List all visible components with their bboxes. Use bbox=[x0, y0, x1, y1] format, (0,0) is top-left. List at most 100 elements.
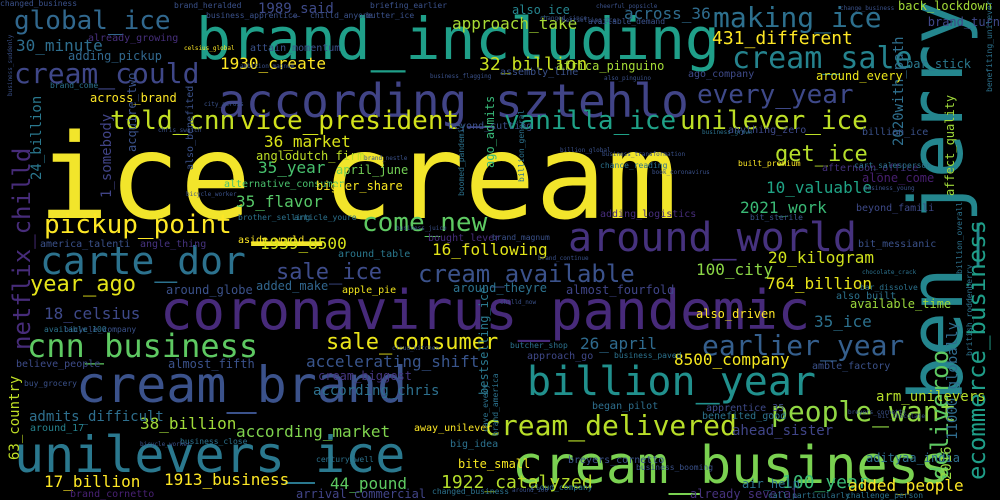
cloud-word: bicycle_company bbox=[64, 325, 137, 334]
cloud-word: big_idea bbox=[450, 439, 499, 450]
cloud-word: 36_market bbox=[264, 132, 351, 151]
cloud-word: call_particularly bbox=[768, 491, 850, 500]
cloud-word: business_juice bbox=[396, 225, 447, 232]
cloud-word: 35_year bbox=[258, 158, 326, 177]
cloud-word: 11000_globally bbox=[945, 321, 961, 440]
cloud-word: accelerating_shift bbox=[306, 352, 480, 371]
cloud-word: admits_difficult bbox=[29, 409, 164, 425]
cloud-word: 30_minute bbox=[16, 36, 103, 55]
cloud-word: alone_come bbox=[862, 171, 935, 185]
cloud-word: apple_pie bbox=[342, 285, 397, 296]
cloud-word: billion_ice bbox=[862, 127, 929, 138]
cloud-word: aside_world bbox=[238, 235, 305, 246]
cloud-word: 1939_8500 bbox=[260, 234, 347, 253]
cloud-word: 32_billion bbox=[479, 54, 588, 75]
cloud-word: cream_brand bbox=[76, 356, 408, 414]
cloud-word: anything_zero bbox=[728, 125, 807, 136]
cloud-word: business_paved bbox=[614, 351, 682, 360]
cloud-word: 16_following bbox=[432, 240, 548, 259]
cloud-word: chilld_anyone bbox=[310, 11, 373, 20]
cloud-word: brand_turn bbox=[927, 15, 1000, 29]
cloud-word: every_year bbox=[697, 80, 854, 110]
cloud-word: change_business bbox=[840, 5, 895, 12]
cloud-word: bar_dissolve bbox=[860, 283, 918, 292]
cloud-word: also_ice bbox=[512, 3, 570, 17]
cloud-word: affect_quality bbox=[943, 94, 957, 196]
cloud-word: 8500_company bbox=[674, 350, 790, 369]
cloud-word: making_ice bbox=[713, 1, 882, 34]
cloud-word: changed_business bbox=[432, 487, 510, 496]
cloud-word: changed_business bbox=[0, 0, 78, 8]
cloud-word: anglodutch_firm bbox=[256, 149, 365, 163]
cloud-word: brand_continue bbox=[538, 255, 589, 262]
cloud-word: boomed_pandemic bbox=[457, 123, 466, 196]
cloud-word: bit_sterile bbox=[750, 213, 803, 222]
cloud-word: celsius_global bbox=[184, 45, 235, 52]
cloud-word: breyers_cornetto bbox=[848, 409, 906, 416]
cloud-word: added_make bbox=[256, 279, 329, 293]
cloud-word: 1989_said bbox=[258, 1, 334, 17]
cloud-word: amble_factory bbox=[812, 361, 891, 372]
cloud-word: buy_grocery bbox=[24, 379, 77, 388]
cloud-word: bicycle_worker bbox=[186, 191, 237, 198]
cloud-word: changed_since bbox=[540, 15, 587, 22]
cloud-word: pickup_point bbox=[44, 210, 232, 240]
cloud-word: bit_messianic bbox=[858, 239, 937, 250]
cloud-word: already_several bbox=[690, 487, 799, 500]
cloud-word: billion_global bbox=[560, 147, 611, 154]
cloud-word: unilevers_ice bbox=[14, 426, 406, 484]
cloud-word: 764_billion bbox=[766, 274, 872, 293]
cloud-word: across_36 bbox=[624, 4, 711, 23]
cloud-word: 63_country bbox=[7, 375, 23, 460]
cloud-word: chris_switch bbox=[158, 127, 202, 134]
cloud-word: available_demand bbox=[588, 17, 666, 26]
cloud-word: cream_available bbox=[418, 260, 635, 288]
cloud-word: bit_chocolate bbox=[878, 413, 925, 420]
cloud-word: bestselling_ice bbox=[477, 286, 491, 395]
cloud-word: brand_magnum bbox=[492, 233, 550, 242]
cloud-word: carte_dor bbox=[40, 239, 246, 283]
cloud-word: added_people bbox=[848, 476, 964, 495]
cloud-word: bar_stick bbox=[906, 57, 972, 71]
cloud-word: people_want bbox=[771, 395, 957, 428]
cloud-word: available_100 bbox=[44, 325, 107, 334]
cloud-word: bigger_share bbox=[316, 179, 403, 193]
cloud-word: 26_april bbox=[580, 334, 658, 353]
cloud-word: also_pinguino bbox=[604, 75, 651, 82]
cloud-word: article_youre bbox=[294, 213, 357, 222]
cloud-word: ambition_magnum bbox=[240, 63, 295, 70]
cloud-word: ahead_sister bbox=[732, 423, 834, 439]
cloud-word: vanilla_ice bbox=[504, 106, 677, 136]
cloud-word: ice_cream bbox=[38, 108, 678, 246]
cloud-word: 431_different bbox=[712, 28, 853, 49]
cloud-word: business_suddenly bbox=[7, 34, 14, 96]
cloud-word: british_roddenberry bbox=[965, 264, 974, 356]
cloud-word: began_pilot bbox=[592, 401, 659, 412]
cloud-word: afternoon_office bbox=[822, 163, 919, 174]
cloud-word: breyers_cornetto bbox=[568, 455, 665, 466]
cloud-word: earlier_year bbox=[702, 329, 905, 362]
cloud-word: butcher_shop bbox=[510, 341, 568, 350]
cloud-word: alternative_consumer bbox=[224, 179, 345, 190]
cloud-word: century_well bbox=[316, 455, 374, 464]
cloud-word: sale_consumer bbox=[326, 330, 499, 355]
cloud-word: away_unilever bbox=[414, 423, 493, 434]
cloud-word: 35_ice bbox=[814, 312, 872, 331]
cloud-word: cnn_business bbox=[27, 327, 259, 365]
cloud-word: brand_america bbox=[491, 373, 500, 436]
cloud-word: global_ice bbox=[14, 6, 171, 36]
cloud-word: america_talenti bbox=[40, 239, 131, 250]
cloud-word: available_time bbox=[850, 297, 952, 311]
cloud-word: chocolate_crack bbox=[862, 269, 917, 276]
cloud-word: 2021_work bbox=[740, 198, 827, 217]
cloud-word: unilever_ice bbox=[680, 106, 868, 136]
cloud-word: 10_valuable bbox=[766, 178, 872, 197]
cloud-word: bicycle_worker bbox=[140, 441, 191, 448]
cloud-word: chilld_now bbox=[500, 299, 537, 306]
cloud-word: arm_unilevers bbox=[876, 389, 986, 405]
cloud-word: brand_nestle bbox=[364, 155, 408, 162]
cloud-word: cream_delivered bbox=[484, 409, 737, 442]
cloud-word: approach_take bbox=[452, 14, 578, 33]
cloud-word: almost_fifth bbox=[168, 357, 255, 371]
